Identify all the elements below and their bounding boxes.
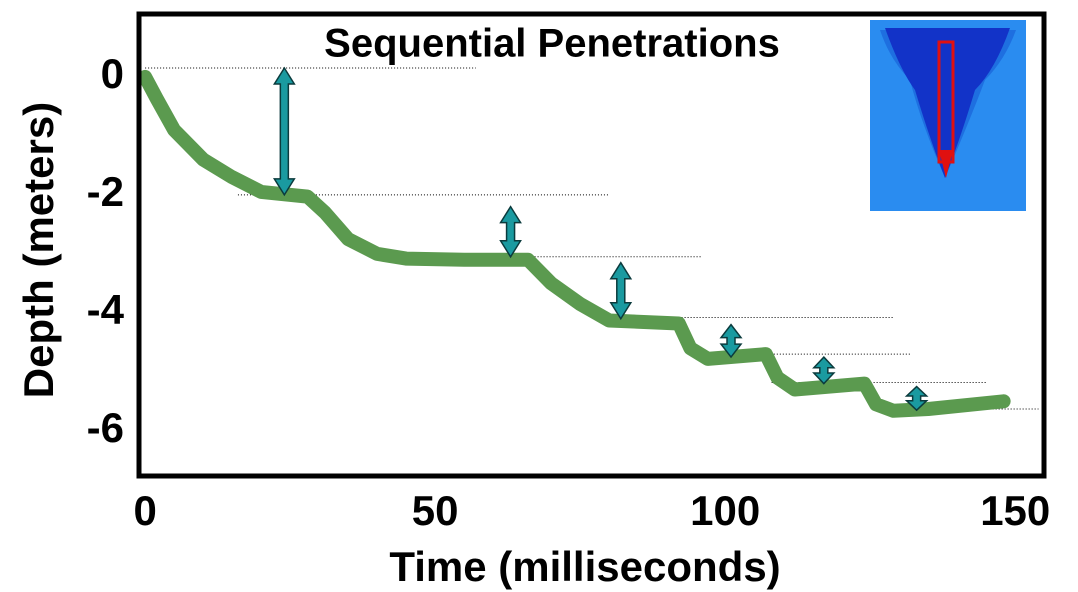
penetration-arrow — [272, 66, 296, 197]
x-axis-label: Time (milliseconds) — [389, 543, 780, 590]
y-axis-label: Depth (meters) — [15, 102, 62, 398]
penetration-arrow — [609, 261, 633, 321]
x-tick-label: 50 — [412, 487, 459, 534]
inset-image — [870, 20, 1026, 211]
inset-field — [870, 20, 1026, 211]
y-tick-label: -4 — [87, 286, 125, 333]
y-tick-label: 0 — [101, 50, 124, 97]
x-tick-label: 100 — [690, 487, 760, 534]
penetration-arrow — [499, 205, 522, 259]
inset-tip — [939, 150, 953, 178]
penetration-arrow — [904, 385, 929, 412]
chart-title: Sequential Penetrations — [324, 22, 780, 66]
data-line — [138, 69, 1011, 418]
plot-area — [138, 66, 1039, 418]
y-tick-label: -2 — [87, 168, 124, 215]
penetration-arrow — [719, 323, 743, 359]
x-tick-label: 150 — [980, 487, 1050, 534]
x-tick-label: 0 — [133, 487, 156, 534]
penetration-arrow — [812, 355, 836, 385]
inset-crater — [885, 28, 1010, 178]
y-tick-label: -6 — [87, 404, 124, 451]
plot-frame — [136, 11, 1047, 479]
